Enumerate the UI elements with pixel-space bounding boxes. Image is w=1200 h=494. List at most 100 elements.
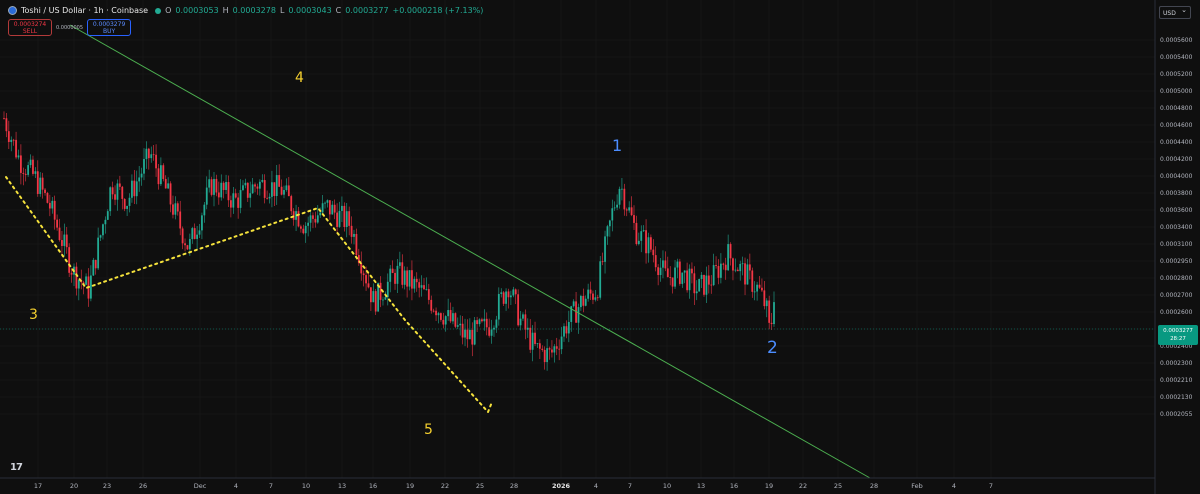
candle (688, 264, 691, 299)
candle (280, 179, 283, 196)
candle (362, 270, 365, 287)
candle (36, 160, 39, 197)
x-tick-label: 10 (663, 482, 671, 490)
tradingview-logo-icon[interactable]: 17 (10, 462, 23, 473)
candle (314, 211, 317, 228)
candle (39, 172, 42, 197)
buy-price: 0.0003279 (92, 21, 126, 28)
candle (321, 195, 324, 215)
candle (727, 234, 730, 272)
candle (485, 312, 488, 336)
candle (157, 163, 160, 190)
candle (164, 175, 167, 189)
candle (307, 216, 310, 237)
x-tick-label: 19 (406, 482, 414, 490)
candle (394, 269, 396, 290)
candle (642, 225, 645, 232)
sell-button[interactable]: 0.0003274 SELL (8, 19, 52, 36)
sell-label: SELL (22, 28, 38, 35)
x-tick-label: 16 (369, 482, 377, 490)
candle (398, 251, 401, 269)
candle (401, 254, 404, 289)
candle (654, 246, 657, 272)
currency-select[interactable]: USD (1159, 4, 1191, 19)
candle (19, 144, 22, 185)
y-tick-label: 0.0004800 (1160, 105, 1193, 112)
candle (278, 164, 281, 187)
y-tick-label: 0.0003100 (1160, 241, 1193, 248)
candle (418, 278, 421, 298)
candle (439, 312, 442, 322)
x-tick-label: 16 (730, 482, 738, 490)
symbol-header: Toshi / US Dollar · 1h · Coinbase O 0.000… (8, 6, 483, 15)
candle (729, 242, 732, 266)
candle (560, 326, 563, 355)
candle (109, 186, 112, 216)
candle (184, 238, 186, 252)
ohlc-open-key: O (165, 6, 172, 15)
x-tick-label: 28 (870, 482, 878, 490)
candle (82, 280, 85, 295)
candle (408, 270, 411, 291)
price-axis[interactable]: 0.0005600 0.0005400 0.0005200 0.0005000 0.00… (1160, 37, 1193, 418)
candle (220, 174, 223, 201)
x-tick-label: 23 (103, 482, 111, 490)
candle (372, 283, 375, 303)
candle (563, 323, 565, 342)
candle (174, 196, 177, 220)
toshi-coin-icon (8, 6, 17, 15)
candle (669, 266, 672, 286)
candle (724, 257, 727, 280)
candle (715, 256, 717, 269)
candle (652, 239, 655, 263)
candle (478, 318, 481, 327)
candle (355, 228, 358, 260)
candle (70, 268, 73, 283)
x-tick-label: 22 (799, 482, 807, 490)
candle (68, 243, 71, 278)
candle (345, 203, 348, 238)
candle (604, 230, 606, 274)
y-tick-label: 0.0002700 (1160, 292, 1193, 299)
candle (649, 234, 652, 253)
candle (659, 257, 662, 282)
candle (719, 253, 722, 284)
candle (756, 281, 759, 301)
candle (555, 337, 558, 356)
y-tick-label: 0.0004600 (1160, 122, 1193, 129)
time-axis[interactable]: 17 20 23 26 Dec 4 7 10 13 16 19 22 25 28 2026 4 7 10 13 16 1… (34, 482, 993, 490)
candle (497, 287, 500, 326)
candle (594, 289, 597, 302)
candle (427, 283, 430, 305)
y-tick-label: 0.0002950 (1160, 258, 1193, 265)
candle (625, 207, 628, 217)
symbol-title[interactable]: Toshi / US Dollar · 1h · Coinbase (21, 6, 149, 15)
last-price-label: 0.0003277 28:27 (1158, 325, 1198, 345)
candle (290, 194, 293, 216)
candle (536, 342, 539, 349)
candle (208, 169, 211, 193)
candle (77, 278, 80, 301)
x-tick-label: 13 (338, 482, 346, 490)
ohlc-close-key: C (335, 6, 342, 15)
candle (543, 346, 546, 370)
candle (63, 223, 66, 257)
downtrend-line[interactable] (69, 24, 871, 479)
dotted-wave-path-a[interactable] (5, 176, 493, 414)
candle (46, 191, 49, 204)
buy-button[interactable]: 0.0003279 BUY (87, 19, 132, 36)
candle (222, 181, 225, 199)
ohlc-high-key: H (222, 6, 229, 15)
candle (722, 262, 725, 270)
candle (751, 267, 754, 298)
ohlc-high: 0.0003278 (232, 6, 276, 15)
candle (333, 199, 336, 220)
candle (454, 312, 457, 329)
y-tick-label: 0.0003800 (1160, 190, 1193, 197)
candle (423, 278, 425, 290)
candle (97, 227, 100, 271)
candle (618, 186, 621, 209)
candle (505, 288, 507, 311)
y-tick-label: 0.0004200 (1160, 156, 1193, 163)
